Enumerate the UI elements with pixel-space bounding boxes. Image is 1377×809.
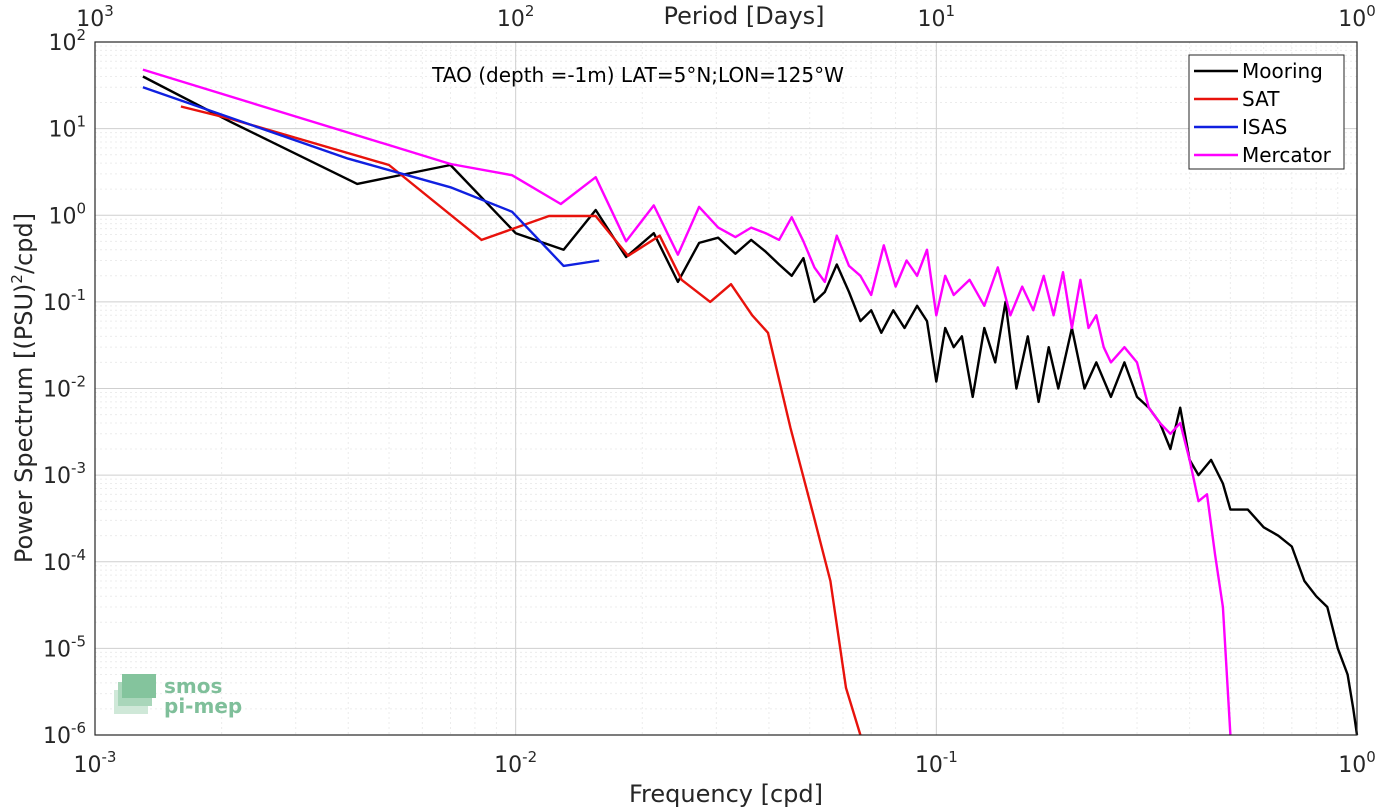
legend-label: Mercator (1242, 143, 1332, 167)
logo-text-pi-mep: pi-mep (164, 694, 242, 718)
series-line-mercator (142, 68, 1232, 736)
x-tick-label: 100 (1338, 748, 1376, 778)
x-tick-label: 10-3 (74, 748, 117, 778)
y-tick-label: 10-4 (43, 546, 86, 576)
top-tick-label: 100 (1338, 2, 1376, 32)
y-tick-label: 10-5 (43, 632, 86, 662)
y-tick-label: 10-2 (43, 373, 86, 403)
y-tick-label: 10-1 (43, 286, 86, 316)
top-tick-label: 101 (918, 2, 956, 32)
series-line-sat (180, 105, 862, 736)
smos-pi-mep-logo: smos pi-mep (114, 674, 242, 718)
y-tick-label: 10-6 (43, 719, 86, 749)
y-tick-label: 10-3 (43, 459, 86, 489)
x-tick-label: 10-2 (494, 748, 537, 778)
y-tick-label: 100 (48, 199, 86, 229)
legend-label: SAT (1242, 87, 1280, 111)
legend-box (1188, 54, 1345, 170)
legend-label: ISAS (1242, 115, 1287, 139)
logo-layer-3 (122, 674, 156, 698)
x-axis-label: Frequency [cpd] (629, 780, 823, 808)
plot-frame (94, 41, 1358, 736)
top-axis-label: Period [Days] (663, 2, 824, 30)
series-lines (142, 68, 1359, 736)
logo-text-smos: smos (164, 674, 222, 698)
top-tick-label: 102 (497, 2, 535, 32)
x-tick-label: 10-1 (915, 748, 958, 778)
grid (94, 41, 1358, 736)
series-line-mooring (142, 75, 1359, 736)
series-line-isas (142, 86, 600, 268)
y-tick-label: 102 (48, 26, 86, 56)
top-tick-label: 103 (76, 2, 114, 32)
chart-title: TAO (depth =-1m) LAT=5°N;LON=125°W (431, 63, 844, 87)
y-tick-label: 101 (48, 113, 86, 143)
legend-label: Mooring (1242, 59, 1323, 83)
legend: Mooring SAT ISAS Mercator (1188, 54, 1345, 170)
y-axis-label: Power Spectrum [(PSU)2/cpd] (8, 213, 38, 563)
legend-entries: Mooring SAT ISAS Mercator (1194, 59, 1332, 167)
